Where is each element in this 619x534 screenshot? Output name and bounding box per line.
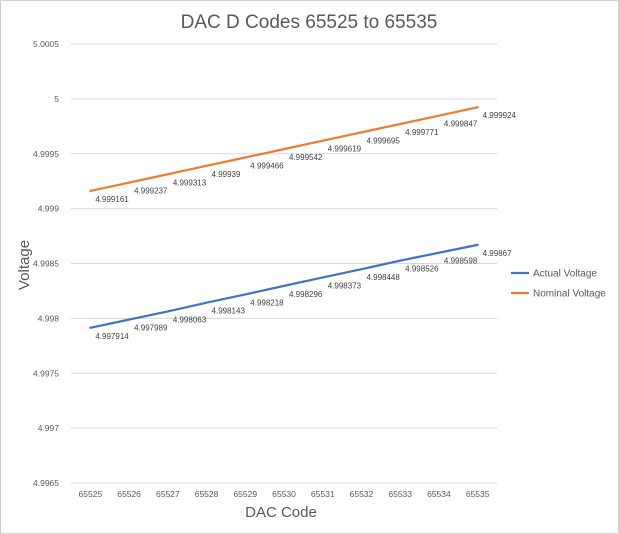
series-lines xyxy=(89,106,479,329)
data-label: 4.999466 xyxy=(250,161,284,170)
data-label: 4.99867 xyxy=(483,249,512,258)
x-tick-label: 65532 xyxy=(350,489,374,499)
y-tick-label: 4.9985 xyxy=(33,259,59,269)
data-label: 4.999771 xyxy=(405,128,439,137)
y-tick-label: 5 xyxy=(54,94,59,104)
x-tick-label: 65534 xyxy=(427,489,451,499)
series-line-nominal-voltage xyxy=(89,106,479,193)
data-label: 4.99939 xyxy=(212,170,241,179)
data-labels: 4.997914 4.997989 4.998063 4.998143 4.998218… xyxy=(95,111,516,341)
data-label: 4.999847 xyxy=(444,120,478,129)
legend: Actual Voltage Nominal Voltage xyxy=(511,269,606,300)
x-axis-ticks: 65525 65526 65527 65528 65529 65530 65531 65532… xyxy=(79,489,490,499)
data-label: 4.997914 xyxy=(95,332,129,341)
data-label: 4.998296 xyxy=(289,290,323,299)
data-label: 4.998448 xyxy=(366,273,400,282)
x-tick-label: 65530 xyxy=(272,489,296,499)
data-label: 4.998526 xyxy=(405,265,439,274)
x-tick-label: 65533 xyxy=(388,489,412,499)
y-tick-label: 4.9975 xyxy=(33,368,59,378)
data-label: 4.998373 xyxy=(328,281,362,290)
data-label: 4.998063 xyxy=(173,315,207,324)
y-tick-label: 4.9965 xyxy=(33,478,59,488)
y-tick-label: 4.998 xyxy=(38,313,60,323)
data-label: 4.999695 xyxy=(366,136,400,145)
y-tick-label: 4.999 xyxy=(38,204,60,214)
x-tick-label: 65529 xyxy=(233,489,257,499)
x-tick-label: 65526 xyxy=(117,489,141,499)
data-label: 4.998598 xyxy=(444,257,478,266)
data-label: 4.998218 xyxy=(250,298,284,307)
x-tick-label: 65525 xyxy=(79,489,103,499)
y-tick-label: 4.9995 xyxy=(33,149,59,159)
data-label: 4.999619 xyxy=(328,145,362,154)
x-tick-label: 65527 xyxy=(156,489,180,499)
x-axis-title: DAC Code xyxy=(245,504,317,521)
gridlines xyxy=(71,43,497,484)
y-axis-ticks: 4.9965 4.997 4.9975 4.998 4.9985 4.999 4.9995 5… xyxy=(33,39,59,488)
series-line-actual-voltage xyxy=(89,243,479,329)
data-label: 4.998143 xyxy=(212,307,246,316)
data-label: 4.999542 xyxy=(289,153,323,162)
chart-title: DAC D Codes 65525 to 65535 xyxy=(181,12,438,33)
data-label: 4.999313 xyxy=(173,178,207,187)
y-axis-title: Voltage xyxy=(16,240,33,290)
legend-entry: Nominal Voltage xyxy=(533,289,606,300)
x-tick-label: 65535 xyxy=(466,489,490,499)
x-tick-label: 65531 xyxy=(311,489,335,499)
y-tick-label: 4.997 xyxy=(38,423,60,433)
legend-entry: Actual Voltage xyxy=(533,269,597,280)
data-label: 4.999237 xyxy=(134,187,168,196)
data-label: 4.999924 xyxy=(483,111,517,120)
data-label: 4.997989 xyxy=(134,324,168,333)
data-label: 4.999161 xyxy=(95,195,129,204)
y-tick-label: 5.0005 xyxy=(33,39,59,49)
x-tick-label: 65528 xyxy=(195,489,219,499)
